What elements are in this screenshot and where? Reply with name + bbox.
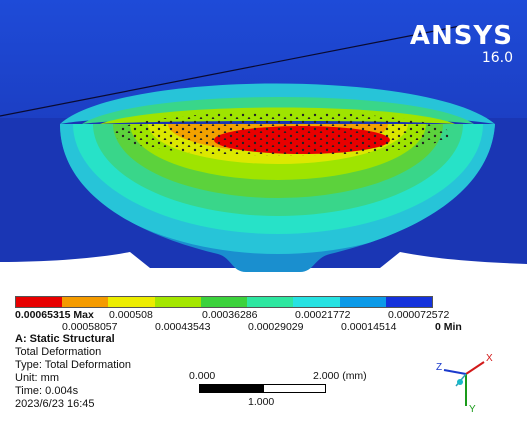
legend-label: 0.00036286 bbox=[202, 309, 258, 321]
legend-swatch bbox=[108, 297, 155, 307]
legend-label: 0.00043543 bbox=[155, 321, 211, 333]
legend-swatch bbox=[385, 297, 432, 307]
color-legend[interactable] bbox=[15, 296, 433, 308]
legend-label: 0.00058057 bbox=[62, 321, 118, 333]
brand-name: ANSYS bbox=[409, 21, 513, 51]
scale-right-label: 2.000 (mm) bbox=[313, 370, 367, 382]
result-unit: Unit: mm bbox=[15, 372, 59, 384]
scale-left-label: 0.000 bbox=[189, 370, 216, 382]
result-name: Total Deformation bbox=[15, 346, 102, 358]
scale-bar bbox=[199, 382, 326, 393]
axis-triad[interactable]: X Z Y bbox=[420, 348, 500, 418]
scale-mid-label: 1.000 bbox=[248, 396, 275, 408]
triad-z-label: Z bbox=[436, 362, 442, 373]
edge-line bbox=[0, 25, 461, 117]
brand-version: 16.0 bbox=[481, 50, 513, 66]
result-type: Type: Total Deformation bbox=[15, 359, 131, 371]
triad-x-label: X bbox=[486, 353, 493, 364]
legend-label: 0.00014514 bbox=[341, 321, 397, 333]
legend-label: 0.00021772 bbox=[295, 309, 351, 321]
legend-label: 0.000072572 bbox=[388, 309, 450, 321]
legend-swatch bbox=[200, 297, 248, 307]
legend-label-max: 0.00065315 Max bbox=[15, 309, 94, 321]
result-date: 2023/6/23 16:45 bbox=[15, 398, 95, 410]
legend-swatch bbox=[339, 297, 386, 307]
legend-swatch bbox=[62, 297, 109, 307]
ansys-logo: ANSYS 16.0 bbox=[410, 22, 513, 66]
legend-swatch bbox=[154, 297, 201, 307]
result-time: Time: 0.004s bbox=[15, 385, 79, 397]
analysis-title: A: Static Structural bbox=[15, 333, 115, 345]
legend-swatch bbox=[16, 297, 63, 307]
legend-swatch bbox=[293, 297, 340, 307]
legend-label: 0.00029029 bbox=[248, 321, 304, 333]
result-info: A: Static Structural Total Deformation T… bbox=[15, 333, 131, 411]
contact-dots bbox=[114, 112, 450, 156]
triad-origin-icon bbox=[457, 379, 463, 385]
legend-label-min: 0 Min bbox=[435, 321, 462, 333]
triad-y-label: Y bbox=[469, 404, 476, 415]
legend-swatch bbox=[247, 297, 294, 307]
legend-label: 0.000508 bbox=[109, 309, 153, 321]
